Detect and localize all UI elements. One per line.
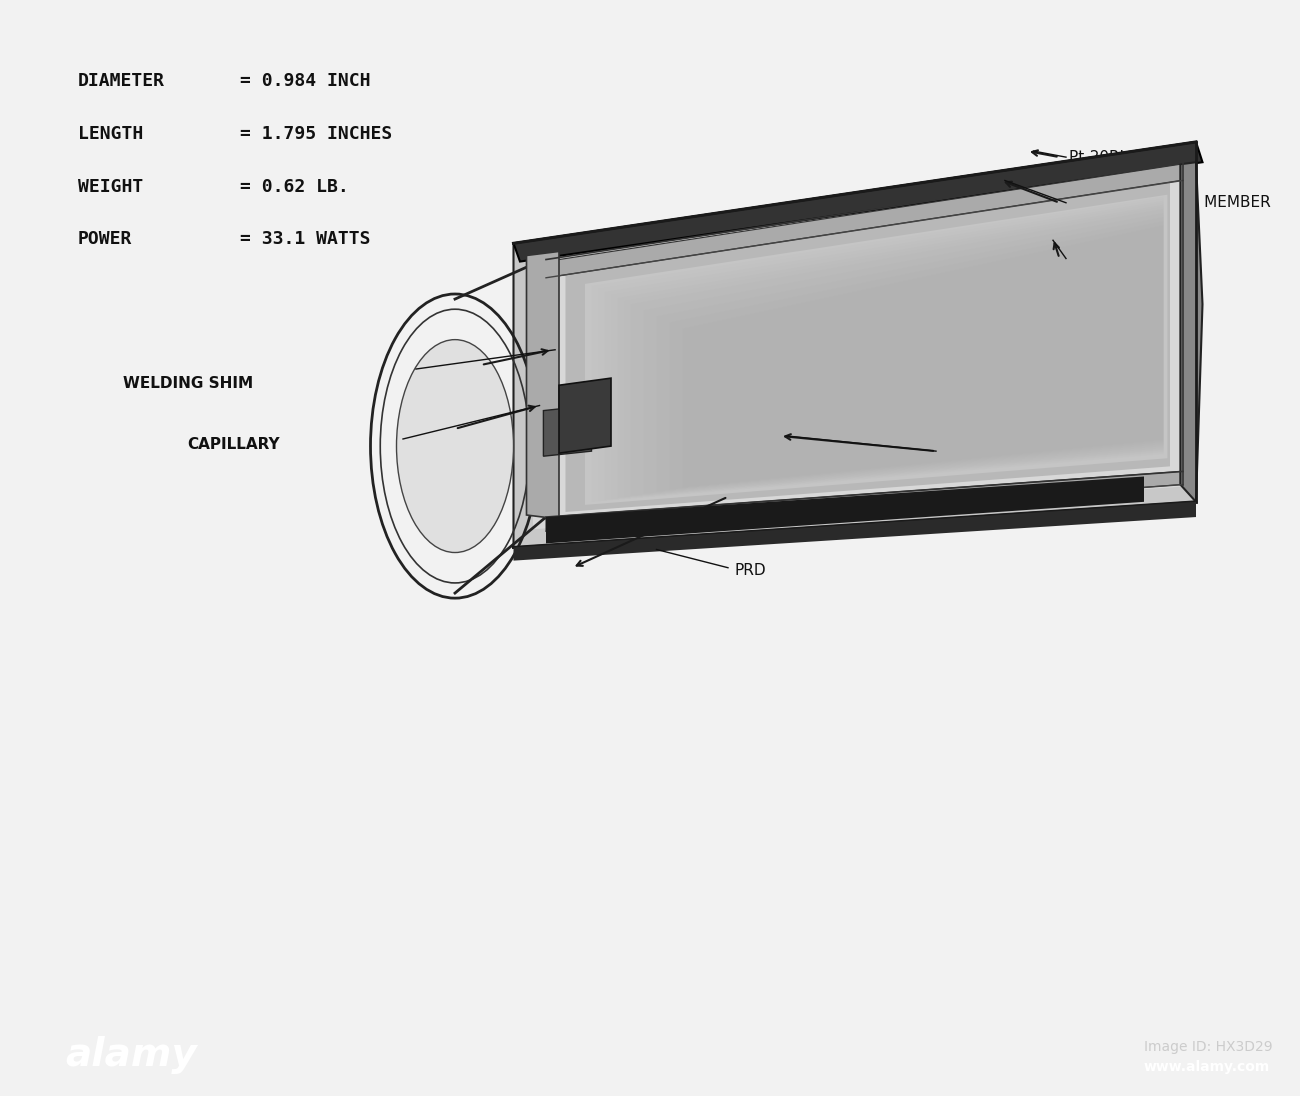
Polygon shape — [514, 142, 1196, 548]
Text: CAPILLARY: CAPILLARY — [187, 436, 280, 452]
Polygon shape — [546, 471, 1180, 532]
Polygon shape — [514, 142, 1202, 262]
Text: WEIGHT: WEIGHT — [78, 178, 143, 195]
Text: POWER: POWER — [78, 230, 133, 249]
Polygon shape — [533, 162, 1183, 529]
Text: PRD: PRD — [734, 563, 766, 579]
Polygon shape — [566, 183, 1170, 512]
Text: = 0.62 LB.: = 0.62 LB. — [240, 178, 350, 195]
Text: = 33.1 WATTS: = 33.1 WATTS — [240, 230, 370, 249]
Text: T-111 STRENGTH MEMBER: T-111 STRENGTH MEMBER — [1069, 195, 1270, 210]
Text: Pt-20Rh CLAD: Pt-20Rh CLAD — [1069, 150, 1175, 164]
Text: = 0.984 INCH: = 0.984 INCH — [240, 72, 370, 90]
Polygon shape — [526, 251, 559, 520]
Text: = 1.795 INCHES: = 1.795 INCHES — [240, 125, 393, 142]
Text: LENGTH: LENGTH — [78, 125, 143, 142]
Polygon shape — [559, 378, 611, 453]
Text: www.alamy.com: www.alamy.com — [1144, 1060, 1270, 1074]
Polygon shape — [546, 477, 1144, 544]
Text: WELDING SHIM: WELDING SHIM — [124, 376, 254, 390]
Polygon shape — [585, 195, 1167, 505]
Text: DIAMETER: DIAMETER — [78, 72, 165, 90]
Polygon shape — [543, 406, 592, 456]
Polygon shape — [1180, 162, 1202, 502]
Text: Pt-20Rh LINER: Pt-20Rh LINER — [1069, 251, 1178, 266]
Polygon shape — [514, 502, 1196, 561]
Text: Image ID: HX3D29: Image ID: HX3D29 — [1144, 1040, 1273, 1053]
Text: PuO₂ FUEL: PuO₂ FUEL — [939, 444, 1018, 458]
Polygon shape — [546, 164, 1180, 277]
Text: alamy: alamy — [65, 1036, 196, 1074]
Ellipse shape — [396, 340, 514, 552]
